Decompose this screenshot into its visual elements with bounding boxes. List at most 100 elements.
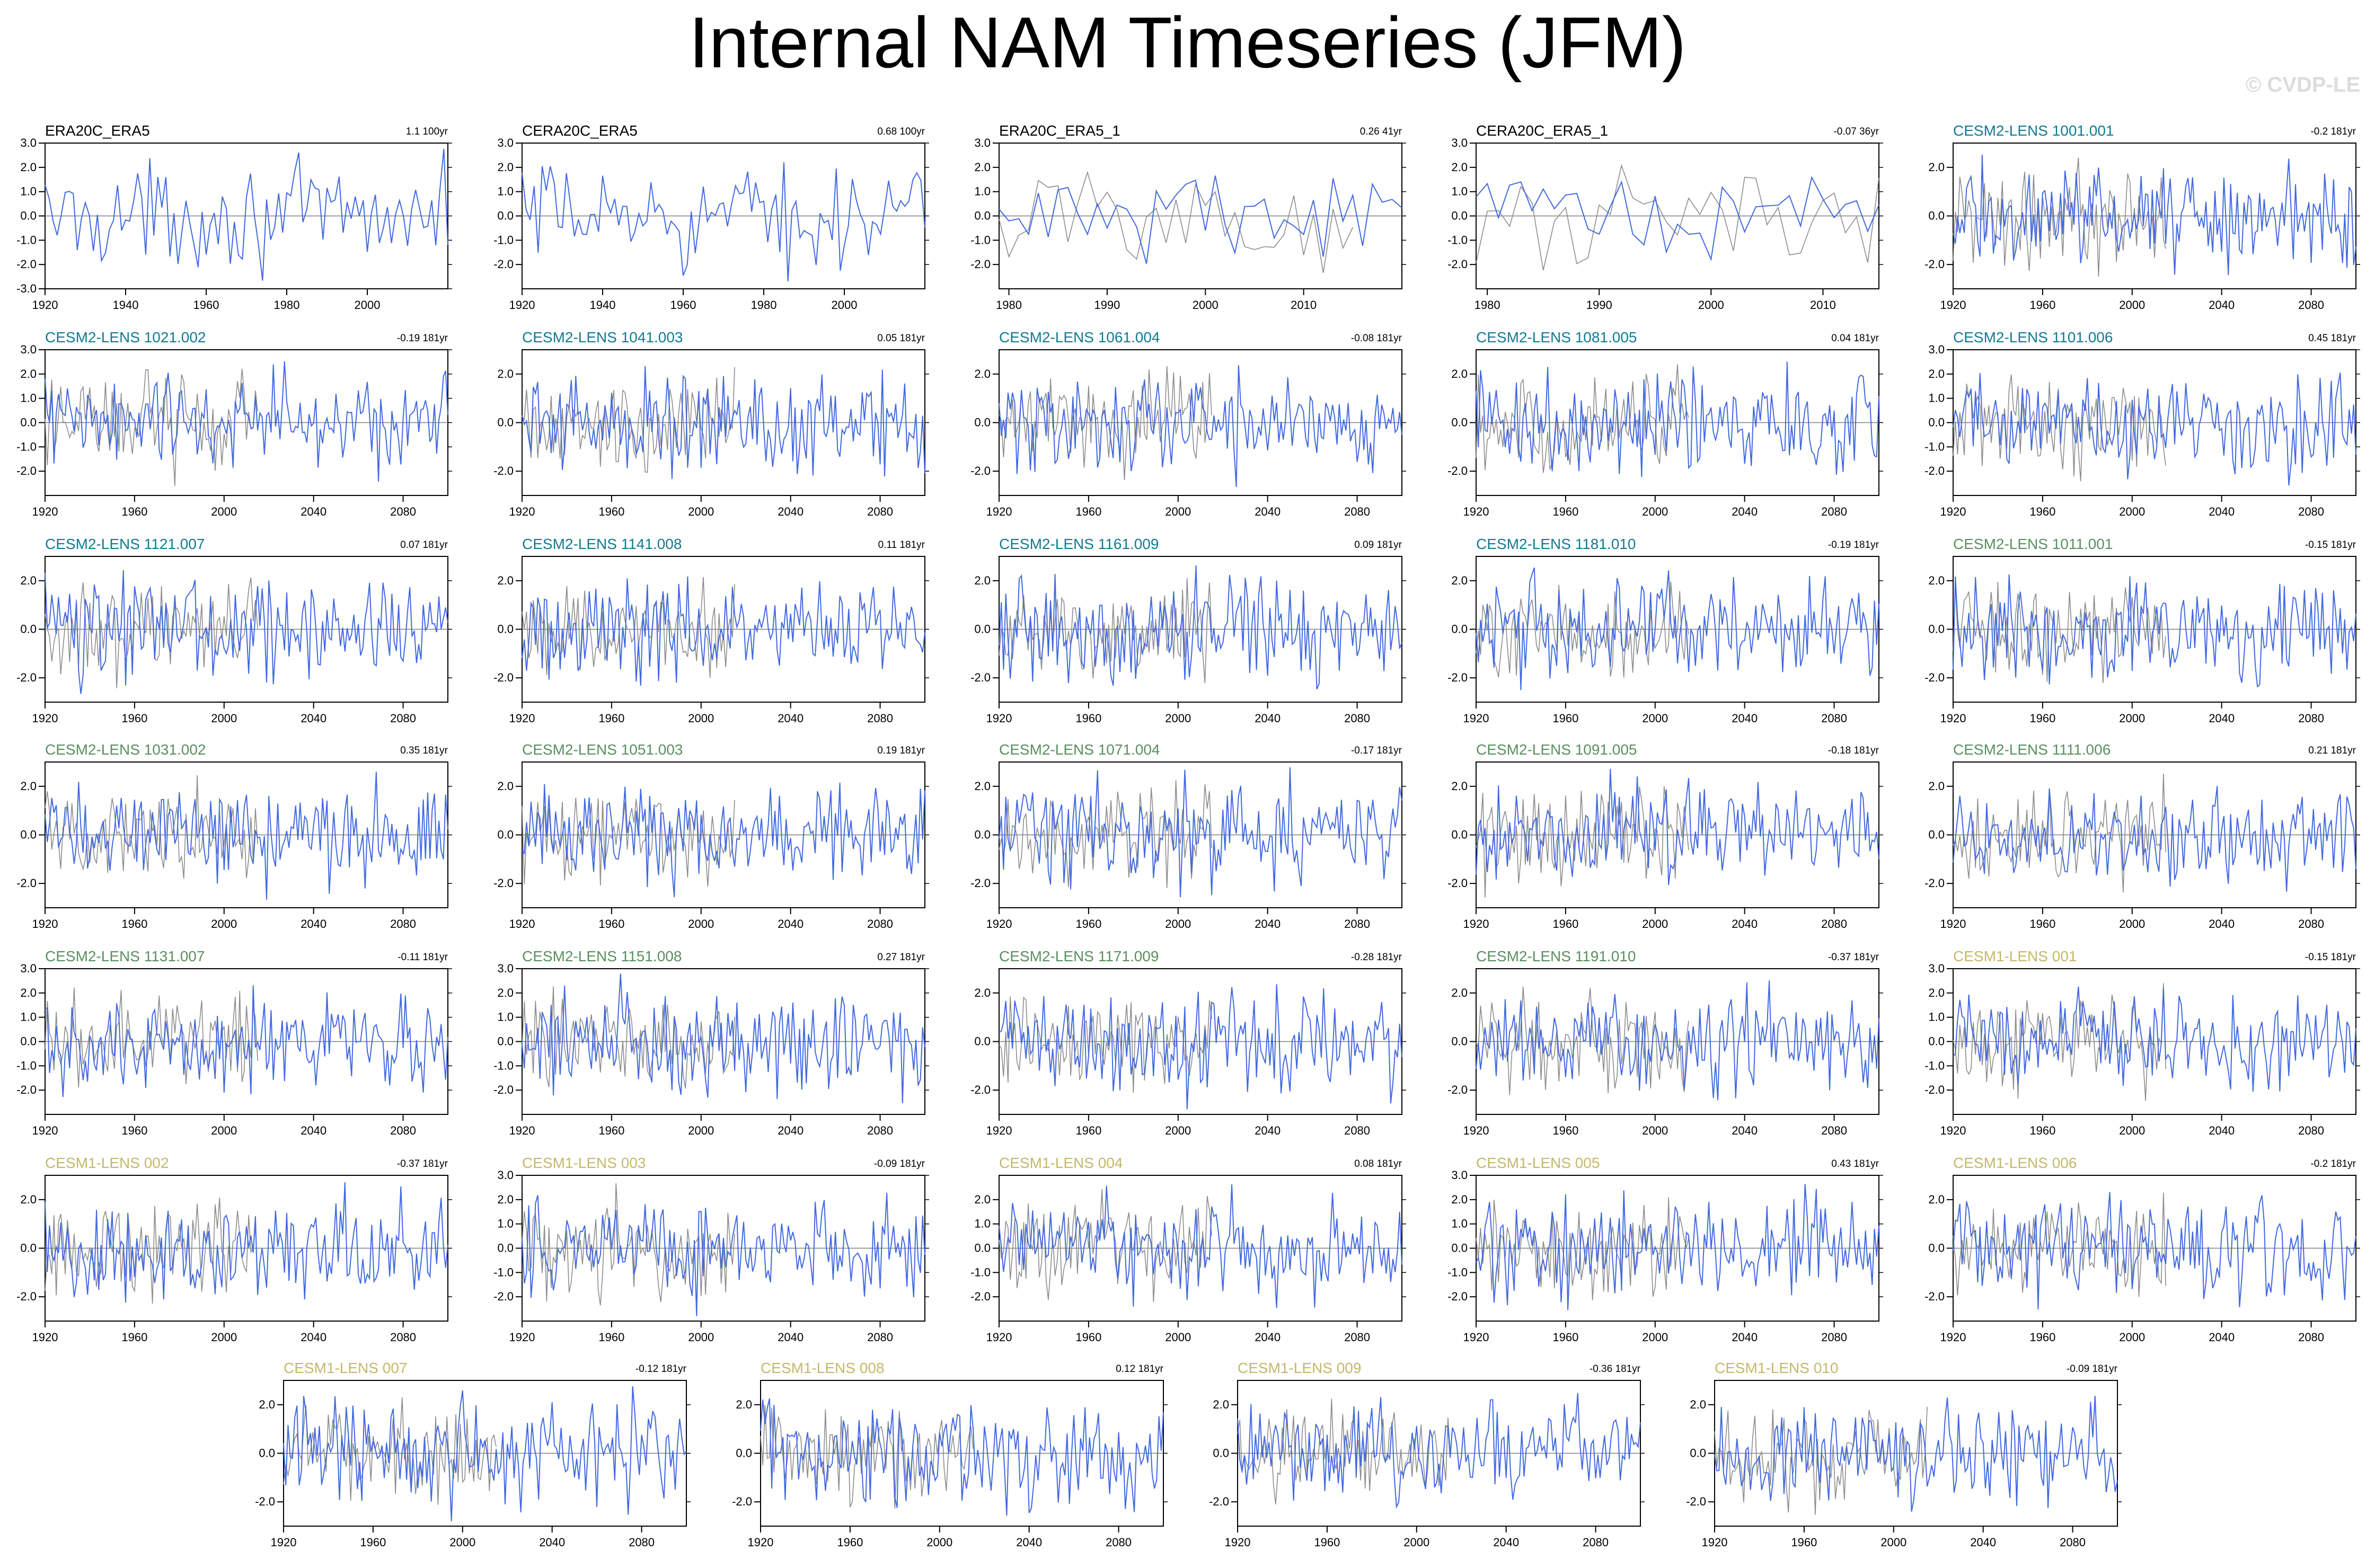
series-line [522,973,925,1103]
y-tick-label: -1.0 [493,1265,514,1279]
x-tick-label: 2000 [1165,917,1191,931]
x-tick-label: 2000 [2119,917,2145,931]
x-tick-label: 1920 [32,917,58,931]
x-tick-label: 1920 [1225,1536,1251,1549]
trend-label: -0.09 181yr [2067,1363,2118,1375]
x-tick-label: 1960 [1314,1536,1340,1549]
y-tick-label: -1.0 [970,1265,991,1279]
y-tick-label: 3.0 [1451,136,1468,149]
y-tick-label: -2.0 [16,1083,37,1096]
x-tick-label: 1960 [2029,917,2055,931]
panel-title: CESM2-LENS 1041.003 [522,329,683,346]
x-tick-label: 2000 [1165,1124,1191,1137]
y-tick-label: 0.0 [20,1035,37,1048]
x-tick-label: 2040 [778,1331,804,1344]
x-tick-label: 2080 [2060,1536,2086,1549]
y-tick-label: -2.0 [1447,671,1468,684]
x-tick-label: 1990 [1586,298,1612,312]
trend-label: 0.45 181yr [2308,333,2356,344]
y-tick-label: 1.0 [1928,1011,1945,1024]
reference-line [999,171,1354,273]
x-tick-label: 1960 [670,298,696,312]
x-tick-label: 2040 [778,712,804,725]
y-tick-label: 1.0 [20,392,37,405]
x-tick-label: 1920 [32,712,58,725]
y-tick-label: 2.0 [1451,161,1468,174]
x-tick-label: 2040 [2209,917,2235,931]
x-tick-label: 2040 [539,1536,565,1549]
x-tick-label: 2000 [688,917,714,931]
y-tick-label: -1.0 [1924,440,1945,453]
x-tick-label: 2080 [2298,505,2324,518]
y-tick-label: 3.0 [20,343,37,356]
panel-title: CESM1-LENS 009 [1238,1360,1361,1376]
panel-title: CESM2-LENS 1021.002 [45,329,206,346]
panel-4: CERA20C_ERA5_1 -0.07 36yr 3.0 2.0 1.0 0.0 -1.0… [1447,122,1883,312]
x-tick-label: 2000 [688,1331,714,1344]
y-tick-label: 0.0 [20,828,37,841]
x-tick-label: 2080 [867,1331,893,1344]
trend-label: 0.09 181yr [1354,539,1402,551]
y-tick-label: -2.0 [1924,258,1945,271]
x-tick-label: 1960 [121,712,147,725]
y-tick-label: -2.0 [1447,464,1468,477]
series-line [45,985,448,1097]
y-tick-label: -2.0 [16,876,37,890]
y-tick-label: 0.0 [974,209,991,223]
panel-7: CESM2-LENS 1041.003 0.05 181yr 2.0 0.0 -2.0 1… [493,329,929,518]
x-tick-label: 2000 [688,505,714,518]
x-tick-label: 2040 [2209,1331,2235,1344]
watermark: © CVDP-LE [2245,73,2360,96]
trend-label: -0.37 181yr [397,1158,448,1170]
series-line [45,148,448,281]
y-tick-label: -2.0 [1924,876,1945,890]
y-tick-label: 0.0 [974,623,991,636]
panel-title: CERA20C_ERA5 [522,122,638,139]
series-line [45,361,448,482]
x-tick-label: 1920 [1463,505,1489,518]
y-tick-label: 3.0 [497,136,514,149]
y-tick-label: 2.0 [497,986,514,999]
panel-title: CESM2-LENS 1111.006 [1953,741,2111,758]
y-tick-label: 2.0 [974,986,991,999]
x-tick-label: 2000 [2119,1124,2145,1137]
panel-3: ERA20C_ERA5_1 0.26 41yr 3.0 2.0 1.0 0.0 -1.0 -2… [970,122,1406,312]
x-tick-label: 2000 [1642,712,1668,725]
x-tick-label: 2080 [867,917,893,931]
x-tick-label: 1980 [274,298,300,312]
y-tick-label: 2.0 [20,367,37,380]
x-tick-label: 2040 [2209,712,2235,725]
y-tick-label: 1.0 [20,185,37,198]
x-tick-label: 1920 [1940,917,1966,931]
y-tick-label: 2.0 [20,986,37,999]
panel-21: CESM2-LENS 1131.007 -0.11 181yr 3.0 2.0 1.0 0… [16,948,452,1137]
x-tick-label: 1960 [1075,712,1101,725]
panel-13: CESM2-LENS 1161.009 0.09 181yr 2.0 0.0 -2.0 1… [970,536,1406,725]
y-tick-label: -2.0 [493,258,514,271]
y-tick-label: 3.0 [974,136,991,149]
x-tick-label: 1960 [598,1124,624,1137]
panel-title: CESM1-LENS 003 [522,1155,646,1171]
y-tick-label: 2.0 [20,779,37,793]
y-tick-label: -2.0 [970,258,991,271]
panel-title: CESM2-LENS 1171.009 [999,948,1159,964]
panel-title: CESM2-LENS 1141.008 [522,536,682,552]
x-tick-label: 2080 [1344,712,1370,725]
series-line [999,565,1402,690]
y-tick-label: -2.0 [1924,671,1945,684]
panel-17: CESM2-LENS 1051.003 0.19 181yr 2.0 0.0 -2.0 1… [493,741,929,931]
x-tick-label: 2000 [2119,712,2145,725]
y-tick-label: -2.0 [493,876,514,890]
x-tick-label: 2080 [1583,1536,1609,1549]
x-tick-label: 2040 [1255,1331,1281,1344]
reference-line [522,798,735,887]
trend-label: 0.11 181yr [878,539,925,551]
panel-title: CESM2-LENS 1181.010 [1476,536,1636,552]
x-tick-label: 1920 [1463,1331,1489,1344]
x-tick-label: 2040 [2209,298,2235,312]
y-tick-label: 1.0 [974,1217,991,1230]
y-tick-label: -2.0 [16,258,37,271]
x-tick-label: 2080 [867,712,893,725]
x-tick-label: 1920 [986,1124,1012,1137]
y-tick-label: 0.0 [974,1242,991,1255]
